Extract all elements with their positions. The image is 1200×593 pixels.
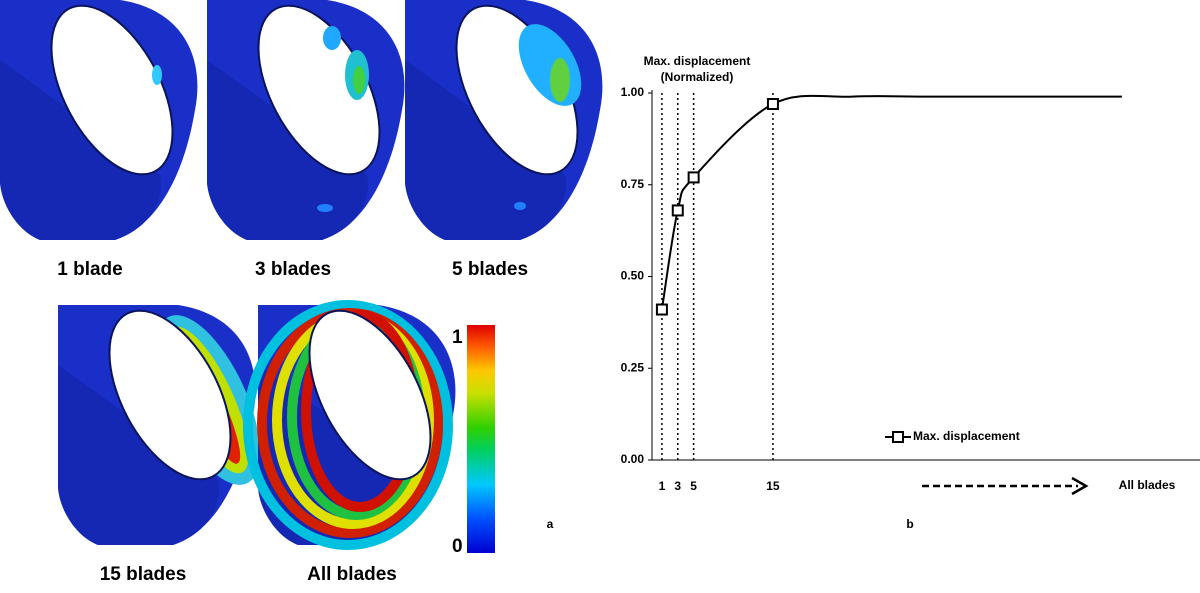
marker — [766, 98, 779, 111]
colorbar-min: 0 — [452, 536, 463, 557]
ring-all-blades — [243, 290, 457, 550]
ring-3-blades — [207, 0, 406, 240]
marker — [687, 171, 700, 184]
ring-5-blades — [405, 0, 604, 240]
y-axis-title: (Normalized) — [661, 70, 734, 84]
annotation: All blades — [1119, 478, 1176, 492]
ring-label: 1 blade — [57, 259, 122, 280]
series-line — [660, 94, 1122, 310]
x-tick-label: 1 — [659, 479, 666, 493]
ring-label: All blades — [307, 564, 397, 585]
ring-label: 3 blades — [255, 259, 331, 280]
y-tick-label: 0.75 — [621, 177, 645, 191]
legend-label: Max. displacement — [913, 429, 1020, 443]
color-bar — [467, 325, 495, 553]
x-tick-label: 3 — [674, 479, 681, 493]
y-tick-label: 0.00 — [621, 452, 645, 466]
line-chart: 0.00 0.25 0.50 0.75 1.00 1 3 5 15 Max. displaceme… — [621, 54, 1200, 531]
marker — [671, 204, 684, 217]
panel-label: b — [906, 517, 913, 531]
y-tick-label: 0.25 — [621, 360, 645, 374]
ring-15-blades — [58, 290, 260, 545]
y-tick-label: 1.00 — [621, 85, 645, 99]
y-tick-label: 0.50 — [621, 269, 645, 283]
marker — [655, 303, 668, 316]
legend-marker — [892, 431, 904, 443]
y-axis-title: Max. displacement — [644, 54, 751, 68]
ring-label: 5 blades — [452, 259, 528, 280]
x-tick-label: 5 — [690, 479, 697, 493]
ring-1-blade — [0, 0, 199, 240]
panel-label: a — [547, 517, 554, 531]
colorbar-max: 1 — [452, 327, 463, 348]
x-tick-label: 15 — [766, 479, 780, 493]
annotation-arrowhead — [1071, 476, 1089, 496]
ring-label: 15 blades — [100, 564, 187, 585]
